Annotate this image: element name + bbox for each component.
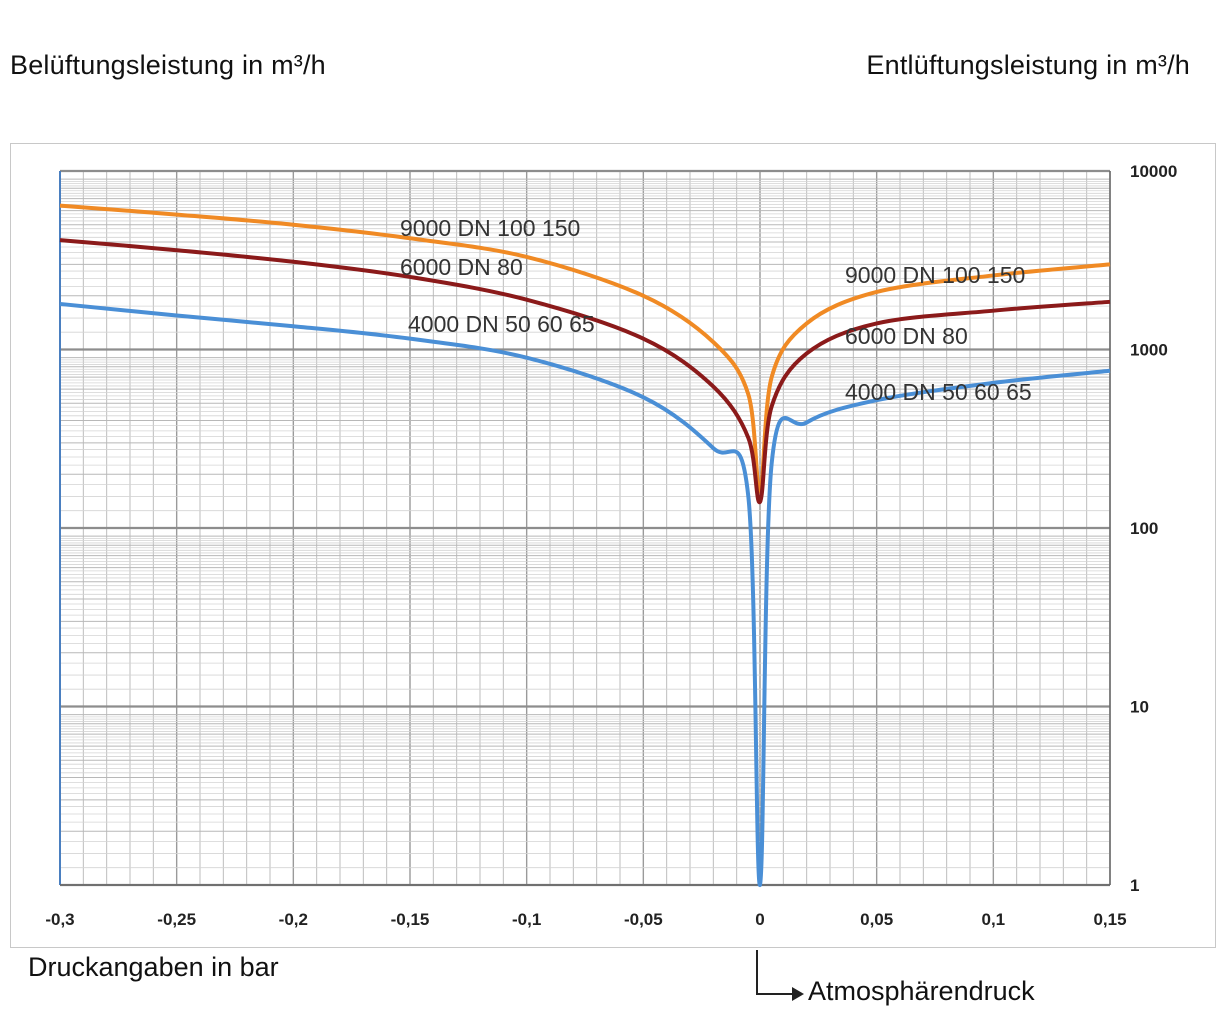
x-tick-label: 0,15 [1093, 910, 1126, 929]
series-label-left: 9000 DN 100 150 [400, 215, 580, 241]
x-tick-label: -0,05 [624, 910, 663, 929]
annotation-arrow-shaft [756, 993, 796, 995]
x-tick-label: -0,1 [512, 910, 541, 929]
series-line-1 [59, 238, 1111, 504]
series-label-right: 4000 DN 50 60 65 [845, 379, 1032, 405]
annotation-arrow-head [792, 987, 804, 1001]
y-tick-label: 10 [1130, 698, 1149, 717]
series-group [59, 203, 1111, 888]
atmospheric-pressure-annotation: Atmosphärendruck [748, 950, 1108, 1020]
x-tick-label: -0,25 [157, 910, 196, 929]
x-tick-label: 0,05 [860, 910, 893, 929]
x-tick-label: 0,1 [982, 910, 1006, 929]
tick-labels: -0,3 -0,25 -0,2 -0,15 -0,1 -0,05 0 0,05 0,1 0,151… [45, 162, 1177, 929]
annotation-line [756, 950, 758, 994]
series-line-2 [59, 301, 1111, 888]
annotation-text: Atmosphärendruck [808, 976, 1035, 1006]
x-axis-title: Druckangaben in bar [28, 952, 279, 982]
series-label-left: 4000 DN 50 60 65 [408, 311, 595, 337]
y-tick-label: 1 [1130, 876, 1139, 895]
left-axis-title: Belüftungsleistung in m³/h [10, 50, 326, 80]
y-tick-label: 10000 [1130, 162, 1177, 181]
y-tick-label: 100 [1130, 519, 1158, 538]
x-tick-label: -0,15 [391, 910, 430, 929]
right-axis-title: Entlüftungsleistung in m³/h [866, 50, 1190, 80]
series-labels: 9000 DN 100 150 6000 DN 80 4000 DN 50 60 6… [400, 215, 1032, 405]
series-label-right: 9000 DN 100 150 [845, 262, 1025, 288]
series-label-right: 6000 DN 80 [845, 323, 968, 349]
x-tick-label: -0,2 [279, 910, 308, 929]
series-line-0 [59, 203, 1111, 494]
x-tick-label: -0,3 [45, 910, 74, 929]
x-tick-label: 0 [755, 910, 764, 929]
y-tick-label: 1000 [1130, 341, 1168, 360]
grid [59, 169, 1111, 887]
series-label-left: 6000 DN 80 [400, 254, 523, 280]
